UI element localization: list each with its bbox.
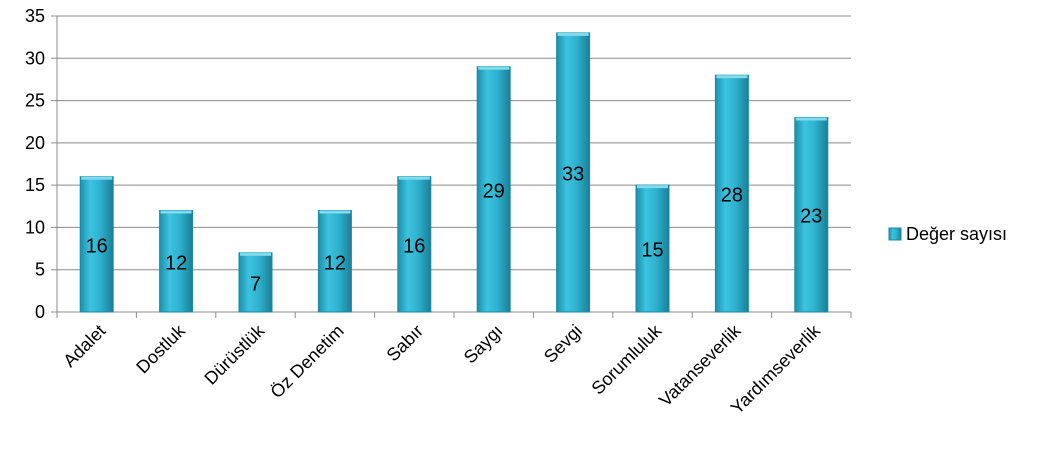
data-label: 29 <box>483 180 505 202</box>
data-label: 23 <box>800 206 822 228</box>
data-label: 12 <box>165 252 187 274</box>
data-label: 16 <box>86 235 108 257</box>
data-label: 28 <box>721 185 743 207</box>
bar[interactable] <box>238 252 273 313</box>
category-label: Sorumluluk <box>588 320 667 399</box>
category-label: Adalet <box>59 321 109 371</box>
y-tick-label: 15 <box>25 175 45 195</box>
data-label: 33 <box>562 163 584 185</box>
bar[interactable] <box>714 74 749 313</box>
category-label: Dostluk <box>132 320 189 377</box>
bar[interactable] <box>159 210 194 313</box>
y-tick-label: 0 <box>35 302 45 322</box>
bar[interactable] <box>794 116 829 313</box>
data-labels: 16 12 7 12 16 29 33 15 28 23 <box>86 163 823 295</box>
bar[interactable] <box>635 184 670 313</box>
bar[interactable] <box>476 66 511 313</box>
category-label: Öz Denetim <box>266 321 347 402</box>
category-label: Vatanseverlik <box>655 320 745 410</box>
bar-top-highlight <box>319 210 351 214</box>
bars <box>79 32 829 313</box>
category-label: Dürüstlük <box>200 320 269 389</box>
bar[interactable] <box>397 176 432 313</box>
bar[interactable] <box>317 210 352 313</box>
bar-top-highlight <box>240 252 271 256</box>
legend-label: Değer sayısı <box>906 224 1007 244</box>
category-label: Saygı <box>460 321 507 368</box>
y-tick-label: 5 <box>35 260 45 280</box>
data-label: 7 <box>250 273 261 295</box>
legend-swatch <box>888 227 902 241</box>
category-label: Sevgi <box>540 321 586 367</box>
y-tick-label: 30 <box>25 48 45 68</box>
bar-top-highlight <box>637 185 668 189</box>
data-label: 16 <box>403 235 425 257</box>
y-tick-label: 25 <box>25 91 45 111</box>
bar-top-highlight <box>398 176 430 180</box>
legend: Değer sayısı <box>888 224 1007 244</box>
y-tick-label: 10 <box>25 217 45 237</box>
bar-top-highlight <box>795 117 827 121</box>
bar-top-highlight <box>81 176 113 180</box>
y-tick-label: 20 <box>25 133 45 153</box>
bar-top-highlight <box>160 210 192 214</box>
bar-top-highlight <box>478 66 510 70</box>
data-label: 15 <box>641 240 663 262</box>
y-tick-label: 35 <box>25 6 45 26</box>
data-label: 12 <box>324 252 346 274</box>
bar-top-highlight <box>716 75 748 79</box>
bar-top-highlight <box>557 32 589 36</box>
category-label: Sabır <box>383 321 428 366</box>
